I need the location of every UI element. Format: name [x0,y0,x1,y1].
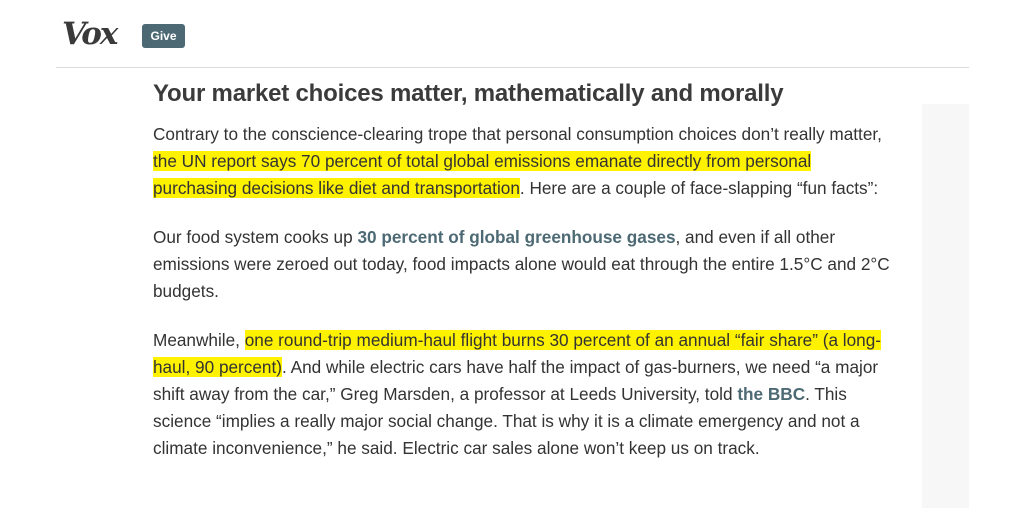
paragraph-3: Meanwhile, one round-trip medium-haul fl… [153,327,898,462]
sidebar-placeholder [922,104,969,508]
paragraph-text: , and even if all other emissions were z… [153,227,890,301]
paragraph-2: Our food system cooks up 30 percent of g… [153,224,898,305]
section-headline: Your market choices matter, mathematical… [153,80,784,107]
paragraph-text: . This science “implies a really major s… [153,384,860,458]
give-button[interactable]: Give [142,24,185,48]
paragraph-text: Contrary to the conscience-clearing trop… [153,124,882,144]
paragraph-text: . Here are a couple of face-slapping “fu… [519,178,879,198]
bbc-link[interactable]: the BBC [737,384,806,404]
article-body: Your market choices matter, mathematical… [153,78,898,484]
vox-logo[interactable]: Vox [62,16,118,52]
paragraph-1: Contrary to the conscience-clearing trop… [153,121,898,202]
paragraph-text: Meanwhile, [153,330,245,350]
greenhouse-gases-link[interactable]: 30 percent of global greenhouse gases [357,227,676,247]
paragraph-text: Our food system cooks up [153,227,358,247]
paragraph-text: . And while electric cars have half the … [153,357,879,404]
site-header: Vox Give [56,0,969,68]
